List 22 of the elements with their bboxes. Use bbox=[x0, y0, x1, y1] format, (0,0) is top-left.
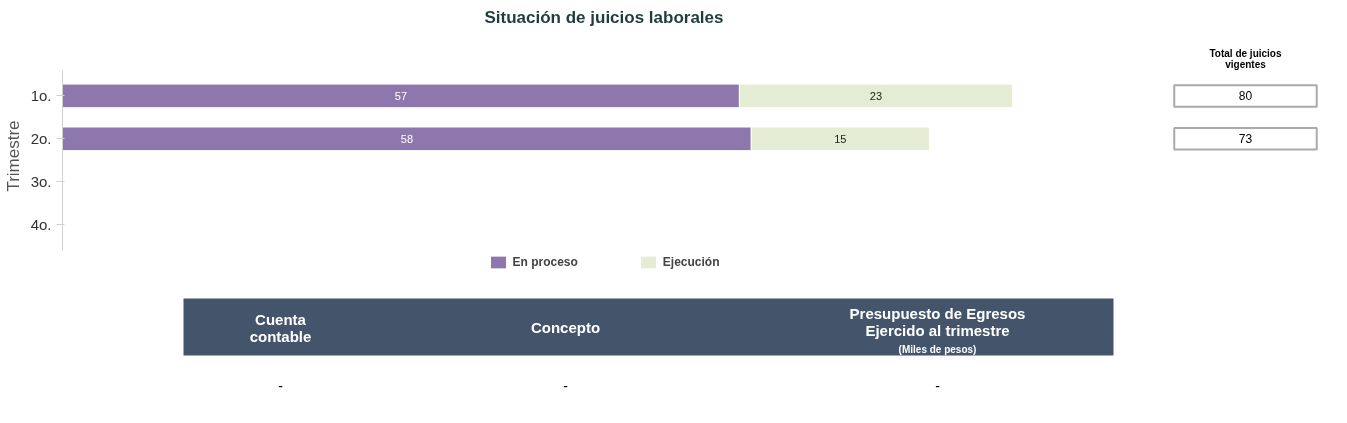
category-label: 80 bbox=[1238, 89, 1253, 104]
text: - bbox=[935, 377, 941, 394]
category-label: 73 bbox=[1238, 132, 1253, 147]
data-label: 23 bbox=[869, 89, 883, 102]
text: (Miles de pesos) bbox=[898, 344, 977, 355]
chart-title: Situación de juicios laborales bbox=[484, 7, 724, 27]
data-label: 58 bbox=[400, 132, 414, 145]
text: - bbox=[278, 377, 284, 394]
text: Total de juicios vigentes bbox=[1209, 48, 1282, 71]
category-label: Presupuesto de Egresos Ejercido al trimestre bbox=[849, 304, 1026, 339]
legend-label: Ejecución bbox=[662, 255, 720, 269]
legend-label: En proceso bbox=[512, 255, 578, 269]
data-label: 15 bbox=[834, 132, 847, 145]
y-tick-label: 3o. bbox=[30, 173, 52, 191]
data-label: 57 bbox=[394, 89, 408, 102]
y-tick-label: 4o. bbox=[30, 216, 52, 234]
y-axis-title: Trimestre bbox=[3, 120, 23, 192]
text: - bbox=[563, 377, 569, 394]
category-label: Cuenta contable bbox=[249, 310, 312, 345]
y-tick-label: 1o. bbox=[30, 87, 52, 105]
category-label: Concepto bbox=[530, 319, 601, 336]
y-tick-label: 2o. bbox=[30, 130, 52, 148]
